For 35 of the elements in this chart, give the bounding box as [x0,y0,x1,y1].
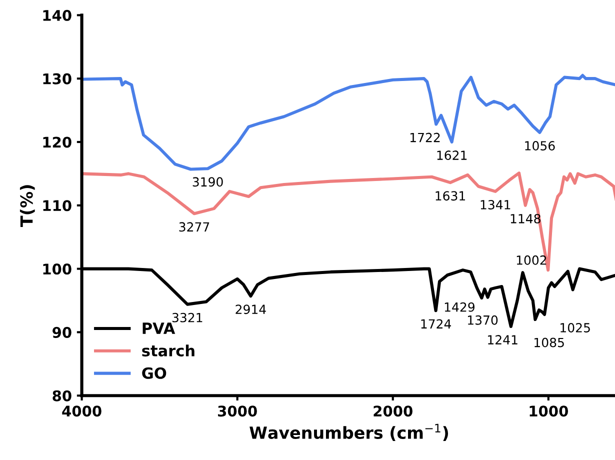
y-tick-label: 130 [43,73,72,84]
x-tick-label: 4000 [62,406,102,417]
annotation: 1631 [436,191,466,201]
x-axis-title: Wavenumbers (cm$^{−1}$) [250,424,448,441]
annotation: 2914 [236,304,266,314]
annotation: 1002 [516,255,546,265]
x-tick-label: 2000 [374,406,412,417]
annotation: 1341 [480,200,510,210]
line-series [82,172,615,272]
annotation: 1429 [444,302,474,312]
x-tick-label: 1000 [530,406,568,417]
y-tick-label: 140 [43,10,72,21]
y-tick-label: 80 [52,390,72,402]
y-tick-label: 100 [43,264,72,275]
annotation: 3190 [192,177,223,187]
annotation: 1056 [525,141,555,150]
y-tick-label: 110 [43,200,72,212]
x-tick-label: 3000 [218,406,257,417]
line-series [82,74,615,171]
annotation: 3321 [172,312,202,322]
y-tick-label: 120 [43,136,72,148]
annotation: 1085 [534,338,564,348]
annotation: 1241 [488,335,518,344]
annotation: 1724 [421,319,452,328]
annotation: 1370 [468,315,498,325]
annotation: 1025 [560,323,590,332]
y-axis-title: T(%) [20,185,35,227]
legend-label: GO [142,367,166,379]
y-tick-label: 90 [52,326,72,338]
legend-label: PVA [142,322,176,334]
annotation: 1148 [510,214,540,224]
annotation: 1722 [410,132,440,142]
annotation: 3277 [179,222,210,232]
legend-label: starch [142,344,194,356]
annotation: 1621 [437,150,467,160]
